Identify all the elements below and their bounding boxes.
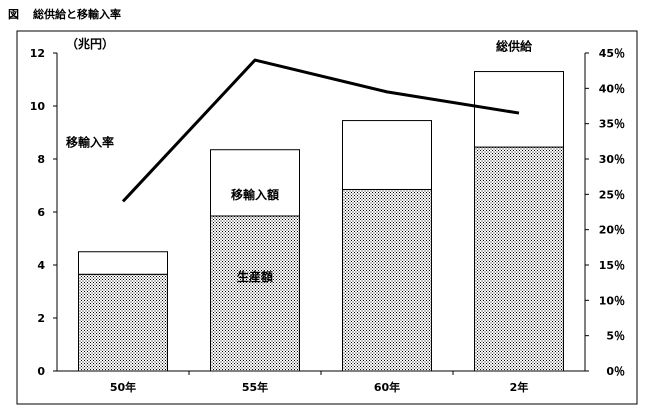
y-right-tick-label: 30％ bbox=[599, 153, 625, 166]
bar-label-production: 生産額 bbox=[237, 269, 273, 284]
line-label-import-rate: 移輸入率 bbox=[66, 134, 114, 149]
line-import-rate bbox=[121, 58, 520, 203]
chart-frame bbox=[16, 30, 638, 405]
y-left-tick-label: 10 bbox=[30, 100, 46, 113]
figure-label: 図 bbox=[8, 8, 19, 21]
y-right-tick-label: 45％ bbox=[599, 47, 625, 60]
y-left-tick-label: 8 bbox=[37, 153, 45, 166]
bar-production bbox=[342, 188, 432, 372]
y-right-tick-label: 40％ bbox=[599, 82, 625, 95]
y-right-tick-label: 10％ bbox=[599, 294, 625, 307]
y-left-tick-label: 6 bbox=[37, 206, 45, 219]
bar-imports bbox=[342, 120, 432, 190]
bar-imports bbox=[210, 149, 300, 217]
y-left-tick-label: 2 bbox=[37, 312, 45, 325]
bar-production bbox=[78, 273, 168, 372]
y-left-tick-label: 12 bbox=[30, 47, 45, 60]
x-tick-label: 50年 bbox=[110, 380, 136, 394]
y-right-tick-label: 35％ bbox=[599, 118, 625, 131]
y-right-tick-label: 25％ bbox=[599, 188, 625, 201]
y-left-unit: （兆円） bbox=[66, 36, 114, 51]
bar-production bbox=[210, 215, 300, 372]
bar-production bbox=[474, 146, 564, 372]
bar-label-imports: 移輸入額 bbox=[231, 187, 279, 202]
x-tick-label: 55年 bbox=[242, 380, 268, 394]
plot-area: 0 2 4 6 8 10 12 0％ 5％ 10％ 15％ 20％ 25％ 30％ 35％ 40％ 45％ 50年… bbox=[30, 38, 625, 394]
y-left-tick-label: 4 bbox=[37, 259, 45, 272]
y-right-tick-label: 5％ bbox=[606, 330, 625, 343]
y-right-tick-label: 20％ bbox=[599, 224, 625, 237]
y-right-tick-label: 15％ bbox=[599, 259, 625, 272]
bar-label-total-supply: 総供給 bbox=[496, 38, 533, 53]
x-tick-label: 60年 bbox=[374, 380, 400, 394]
y-left-tick-label: 0 bbox=[37, 365, 45, 378]
bar-imports bbox=[78, 251, 168, 275]
figure-caption: 総供給と移輸入率 bbox=[33, 8, 121, 21]
y-right-tick-label: 0％ bbox=[606, 365, 625, 378]
figure-title: 図 総供給と移輸入率 bbox=[8, 6, 121, 22]
x-tick-label: 2年 bbox=[510, 380, 529, 394]
